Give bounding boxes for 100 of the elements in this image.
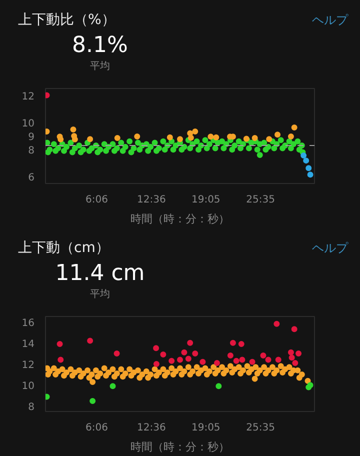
y-tick-label: 9 xyxy=(28,132,35,143)
point xyxy=(220,145,227,152)
y-tick-label: 10 xyxy=(22,381,35,392)
point xyxy=(252,376,258,382)
point xyxy=(145,148,152,154)
point xyxy=(192,128,198,135)
point xyxy=(286,364,292,370)
point xyxy=(153,361,160,367)
point xyxy=(227,352,234,359)
point xyxy=(219,364,226,370)
point xyxy=(291,124,298,130)
point xyxy=(204,372,210,378)
point xyxy=(87,136,94,142)
point xyxy=(307,172,314,178)
point xyxy=(153,345,160,352)
point xyxy=(92,367,99,374)
point xyxy=(177,365,183,372)
point xyxy=(288,134,294,140)
point xyxy=(58,356,64,363)
point xyxy=(52,148,59,154)
point xyxy=(168,365,175,372)
point xyxy=(254,146,260,153)
point xyxy=(160,138,166,144)
point xyxy=(212,370,218,376)
x-tick-label: 19:05 xyxy=(191,194,220,206)
point xyxy=(86,374,92,381)
point xyxy=(280,369,286,376)
point xyxy=(78,149,84,156)
point xyxy=(254,370,260,376)
point xyxy=(94,149,101,156)
chart-title: 上下動比（%） xyxy=(18,11,116,30)
point xyxy=(238,370,244,376)
point xyxy=(214,360,220,366)
point xyxy=(56,340,63,347)
point xyxy=(185,356,192,362)
point xyxy=(111,374,118,380)
y-tick-label: 16 xyxy=(22,318,35,329)
point xyxy=(110,141,116,148)
point xyxy=(103,372,110,379)
point xyxy=(177,356,183,363)
point xyxy=(128,149,134,156)
point xyxy=(236,138,242,144)
point xyxy=(143,368,150,374)
point xyxy=(236,364,242,370)
point xyxy=(110,366,116,372)
point xyxy=(206,141,212,148)
point xyxy=(278,137,284,144)
point xyxy=(266,136,272,142)
point xyxy=(202,137,208,144)
point xyxy=(262,146,269,153)
point xyxy=(192,350,198,356)
point xyxy=(101,365,108,372)
x-tick-label: 25:35 xyxy=(246,422,275,434)
point xyxy=(274,132,281,138)
point xyxy=(274,320,280,327)
point xyxy=(249,358,256,365)
y-tick-label: 12 xyxy=(22,91,35,102)
point xyxy=(187,372,194,378)
point xyxy=(278,363,284,370)
point xyxy=(120,148,126,154)
point xyxy=(50,141,57,148)
y-tick-label: 8 xyxy=(28,402,35,414)
point xyxy=(136,146,143,153)
point xyxy=(230,340,236,346)
point xyxy=(84,367,91,374)
point xyxy=(59,366,66,372)
point xyxy=(294,138,301,144)
point xyxy=(181,349,188,356)
point xyxy=(52,372,59,378)
point xyxy=(219,138,226,144)
point xyxy=(170,372,176,378)
text: 11.4 cm xyxy=(54,260,146,288)
point xyxy=(103,148,110,154)
point xyxy=(271,145,278,152)
point xyxy=(178,372,185,378)
point xyxy=(145,374,152,381)
point xyxy=(68,366,74,372)
x-axis-title: 時間（時：分：秒） xyxy=(130,212,230,226)
text: 平均 xyxy=(89,288,111,302)
point xyxy=(200,358,206,365)
point xyxy=(227,363,234,370)
point xyxy=(70,126,76,132)
y-tick-label: 10 xyxy=(22,118,35,130)
point xyxy=(303,158,310,164)
point xyxy=(134,140,141,146)
point xyxy=(187,145,194,152)
point xyxy=(202,365,208,372)
point xyxy=(260,352,266,359)
point xyxy=(114,135,120,142)
point xyxy=(195,146,202,153)
point xyxy=(168,358,175,364)
point xyxy=(46,365,50,372)
text: ヘルプ xyxy=(312,12,348,29)
point xyxy=(60,148,67,154)
point xyxy=(269,364,276,370)
y-tick-label: 14 xyxy=(22,338,35,350)
text: ヘルプ xyxy=(312,240,348,257)
point xyxy=(76,367,82,374)
point xyxy=(86,148,92,154)
point xyxy=(288,354,295,361)
